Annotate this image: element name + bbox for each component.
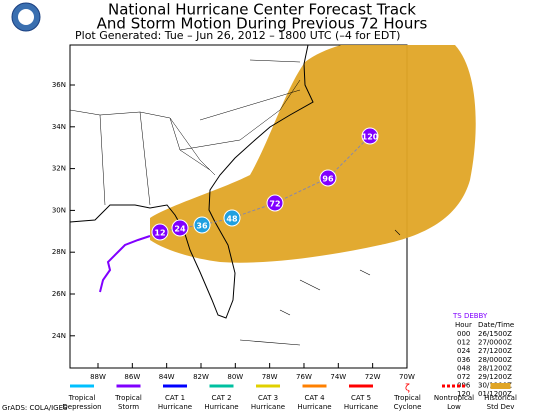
- lon-label: 78W: [262, 373, 278, 381]
- lon-label: 72W: [365, 373, 381, 381]
- forecast-point: [171, 219, 189, 237]
- lon-label: 74W: [330, 373, 346, 381]
- lat-label: 26N: [52, 290, 66, 298]
- legend-label: CAT 2: [211, 394, 231, 402]
- lat-label: 28N: [52, 248, 66, 256]
- legend-label: Low: [447, 403, 461, 411]
- info-hour: 072: [457, 373, 470, 381]
- forecast-point: [266, 194, 284, 212]
- info-hour: 024: [457, 347, 471, 355]
- info-time: 27/0000Z: [478, 339, 512, 347]
- info-time: 28/0000Z: [478, 356, 512, 364]
- subtitle: Plot Generated: Tue – Jun 26, 2012 – 180…: [75, 29, 400, 42]
- lon-label: 80W: [227, 373, 243, 381]
- legend-label: CAT 1: [165, 394, 185, 402]
- lat-label: 30N: [52, 206, 66, 214]
- legend-label: Hurricane: [251, 403, 285, 411]
- legend-swatch: [490, 383, 511, 389]
- info-hour: 000: [457, 330, 470, 338]
- info-time: 28/1200Z: [478, 364, 512, 372]
- legend-label: Nontropical: [434, 394, 474, 402]
- lon-label: 84W: [159, 373, 175, 381]
- info-time: 26/1500Z: [478, 330, 512, 338]
- forecast-point: [151, 223, 169, 241]
- forecast-label: 72: [269, 200, 280, 209]
- legend-label: Depression: [62, 403, 101, 411]
- footer: GrADS: COLA/IGES: [2, 404, 68, 412]
- info-time: 01/1200Z: [478, 390, 512, 398]
- coastline: [69, 44, 401, 346]
- legend-swatch: ζ: [405, 384, 410, 394]
- legend-label: Hurricane: [158, 403, 192, 411]
- forecast-label: 36: [196, 222, 208, 231]
- lon-label: 76W: [296, 373, 312, 381]
- legend-label: CAT 5: [351, 394, 371, 402]
- info-hour: 120: [457, 390, 470, 398]
- info-hour: 048: [457, 364, 470, 372]
- legend-label: Hurricane: [297, 403, 331, 411]
- lat-label: 36N: [52, 81, 66, 89]
- info-header: Hour: [455, 321, 472, 329]
- forecast-label: 24: [174, 225, 186, 234]
- legend-label: Tropical: [114, 394, 142, 402]
- lat-label: 34N: [52, 123, 66, 131]
- lon-label: 88W: [90, 373, 106, 381]
- forecast-point: [193, 216, 211, 234]
- info-time: 27/1200Z: [478, 347, 512, 355]
- forecast-point: [223, 209, 241, 227]
- legend-label: Cyclone: [394, 403, 422, 411]
- forecast-label: 120: [362, 133, 379, 142]
- forecast-label: 48: [226, 215, 238, 224]
- lon-label: 86W: [124, 373, 140, 381]
- forecast-label: 12: [154, 229, 165, 238]
- info-hour: 036: [457, 356, 471, 364]
- lon-label: 82W: [193, 373, 209, 381]
- legend-label: Historical: [484, 394, 517, 402]
- past-track: [99, 235, 151, 293]
- forecast-point: [361, 127, 379, 145]
- logo-inner: [18, 9, 34, 25]
- storm-name: TS DEBBY: [452, 312, 488, 320]
- lat-label: 32N: [52, 165, 66, 173]
- info-time: 29/1200Z: [478, 373, 512, 381]
- legend-label: Hurricane: [344, 403, 378, 411]
- legend-label: Storm: [118, 403, 139, 411]
- legend-label: Tropical: [393, 394, 421, 402]
- info-hour: 012: [457, 339, 470, 347]
- lon-label: 70W: [399, 373, 415, 381]
- legend-label: Hurricane: [204, 403, 238, 411]
- lat-label: 24N: [52, 332, 66, 340]
- info-header: Date/Time: [478, 321, 514, 329]
- title: National Hurricane Center Forecast Track: [108, 1, 416, 19]
- legend-label: CAT 4: [304, 394, 325, 402]
- forecast-label: 96: [322, 175, 334, 184]
- cone: [150, 45, 476, 263]
- title: And Storm Motion During Previous 72 Hour…: [97, 15, 428, 33]
- forecast-point: [319, 169, 337, 187]
- legend-label: Std Dev: [487, 403, 515, 411]
- legend-label: Tropical: [68, 394, 96, 402]
- legend-label: CAT 3: [258, 394, 278, 402]
